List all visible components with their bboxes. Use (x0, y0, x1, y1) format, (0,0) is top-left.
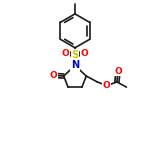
Text: O: O (49, 71, 57, 80)
Text: O: O (62, 49, 70, 58)
Text: O: O (114, 67, 122, 76)
Text: O: O (103, 81, 111, 90)
Text: N: N (71, 60, 79, 70)
Text: S: S (71, 50, 79, 60)
Text: O: O (80, 49, 88, 58)
